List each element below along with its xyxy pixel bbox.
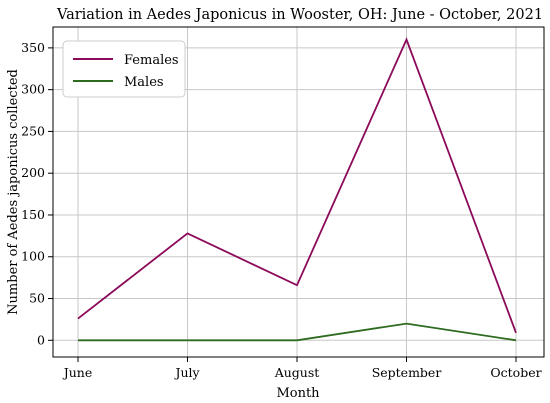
y-tick-label: 300 bbox=[21, 82, 45, 97]
x-tick-label: August bbox=[274, 365, 320, 380]
x-tick-label: September bbox=[372, 365, 442, 380]
legend-label-females: Females bbox=[124, 53, 179, 68]
x-tick-label: July bbox=[173, 365, 200, 380]
legend: Females Males bbox=[62, 40, 186, 98]
y-tick-label: 0 bbox=[37, 332, 45, 347]
series-line-males bbox=[78, 322, 517, 342]
legend-label-males: Males bbox=[124, 75, 164, 90]
legend-box bbox=[62, 40, 186, 98]
y-tick-label: 150 bbox=[21, 207, 45, 222]
y-tick-label: 200 bbox=[21, 165, 45, 180]
y-tick-label: 100 bbox=[21, 249, 45, 264]
y-axis-label: Number of Aedes japonicus collected bbox=[6, 69, 21, 315]
chart-title: Variation in Aedes Japonicus in Wooster,… bbox=[56, 7, 543, 23]
y-tick-label: 350 bbox=[21, 40, 45, 55]
x-axis-label: Month bbox=[276, 386, 320, 401]
series-line-females bbox=[77, 37, 517, 334]
y-tick-label: 50 bbox=[29, 291, 45, 306]
x-tick-label: June bbox=[62, 365, 93, 380]
x-tick-label: October bbox=[490, 365, 541, 380]
y-tick-label: 250 bbox=[21, 123, 45, 138]
x-axis: June July August September October bbox=[62, 357, 542, 380]
series-lines bbox=[77, 37, 517, 342]
plot-frame bbox=[52, 26, 545, 358]
y-axis: 0 50 100 150 200 250 300 350 bbox=[21, 40, 53, 347]
